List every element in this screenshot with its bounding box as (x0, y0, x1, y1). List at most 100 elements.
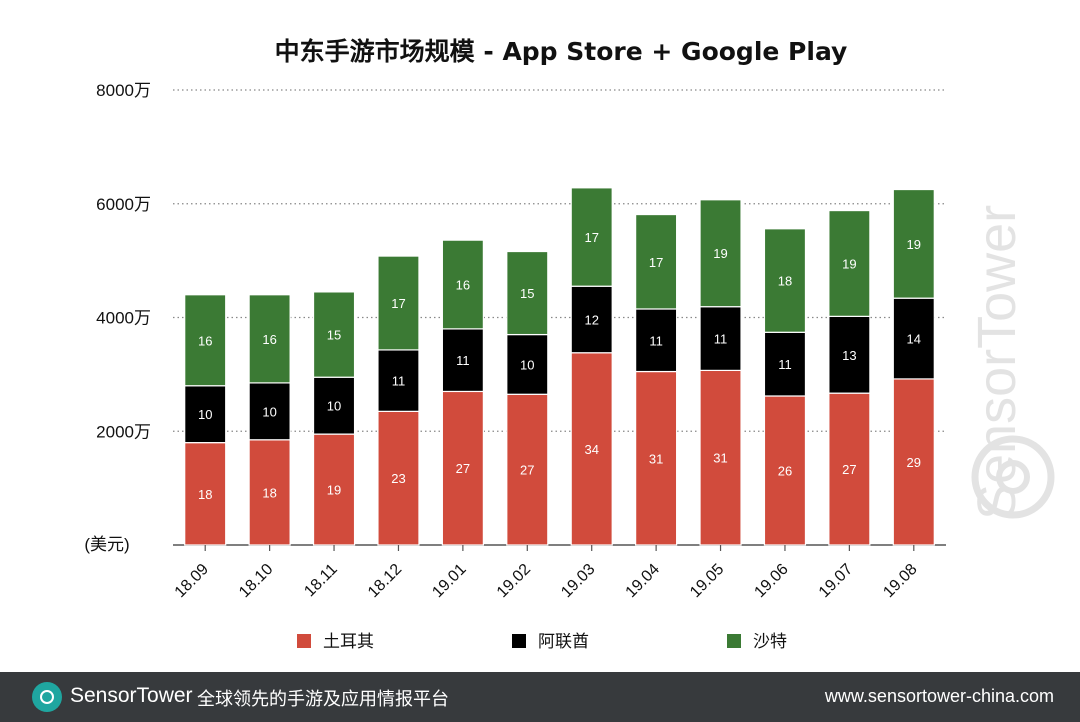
bar-segment (763, 331, 807, 397)
bar-data-label: 17 (649, 255, 663, 270)
bar-data-label: 12 (584, 312, 598, 327)
bar-segment (699, 306, 742, 371)
bar-data-label: 18 (262, 485, 276, 500)
bar-segment (506, 333, 549, 395)
bar-segment (570, 285, 613, 354)
chart-title: 中东手游市场规模 - App Store + Google Play (275, 37, 848, 66)
gridlines (173, 89, 946, 546)
bar-data-label: 19 (713, 246, 727, 261)
bar-segment (570, 187, 613, 287)
x-tick-label: 18.10 (236, 561, 276, 601)
watermark: SensorTower (967, 205, 1055, 520)
bar-segment (892, 297, 935, 380)
bar-segment (892, 378, 935, 546)
x-axis: 18.09 18.10 18.11 18.12 19.01 19.02 19.03 19.04… (172, 545, 921, 601)
bar-data-label: 27 (520, 463, 534, 478)
bar-data-label: 10 (327, 399, 341, 414)
bar-data-label: 27 (842, 462, 856, 477)
bar-segment (570, 352, 613, 546)
legend-swatch (512, 634, 526, 648)
footer-url[interactable]: www.sensortower-china.com (824, 686, 1054, 706)
bar-data-label: 11 (649, 333, 663, 348)
footer-slogan: 全球领先的手游及应用情报平台 (197, 689, 449, 710)
bar-data-label: 19 (327, 483, 341, 498)
bar-segment (184, 442, 227, 546)
legend-label: 土耳其 (323, 632, 374, 652)
bar-data-label: 11 (778, 357, 792, 372)
bar-segment (699, 369, 742, 546)
bar-segment (635, 213, 678, 310)
bar-segment (184, 294, 227, 387)
bar-data-label: 31 (713, 451, 727, 466)
bar-segment (828, 209, 871, 317)
bar-data-label: 18 (778, 274, 792, 289)
legend-label: 阿联酋 (538, 632, 589, 652)
bar-data-label: 11 (456, 353, 470, 368)
bar-segment (377, 255, 420, 351)
x-tick-label: 19.08 (880, 561, 920, 601)
bar-data-label: 27 (456, 461, 470, 476)
bar-data-label: 10 (262, 404, 276, 419)
bar-segment (248, 382, 291, 441)
bar-segment (184, 385, 227, 444)
bar-data-label: 23 (391, 471, 405, 486)
bars: 18 10 16 18 10 16 19 10 15 23 11 17 27 11 16 27 10 15 34 12… (184, 187, 935, 546)
bar-segment (635, 308, 678, 373)
y-axis: 2000万 4000万 6000万 8000万 (96, 81, 151, 441)
y-tick-label: 2000万 (96, 422, 151, 441)
footer-brand: SensorTower (70, 684, 193, 707)
bar-data-label: 19 (907, 237, 921, 252)
bar-segment (441, 239, 484, 330)
watermark-logo-inner-icon (996, 460, 1030, 494)
bar-data-label: 11 (714, 332, 728, 347)
bar-data-label: 34 (584, 442, 598, 457)
bar-data-label: 14 (907, 332, 921, 347)
x-tick-label: 18.12 (365, 561, 405, 601)
legend-label: 沙特 (753, 632, 787, 652)
x-tick-label: 19.07 (816, 561, 856, 601)
bar-data-label: 29 (907, 455, 921, 470)
bar-segment (377, 349, 420, 412)
bar-segment (506, 250, 549, 336)
legend-swatch (297, 634, 311, 648)
bar-data-label: 10 (198, 407, 212, 422)
bar-data-label: 16 (198, 333, 212, 348)
y-tick-label: 6000万 (96, 195, 151, 214)
x-tick-label: 19.06 (751, 561, 791, 601)
bar-segment (248, 294, 291, 384)
bar-segment (699, 199, 742, 308)
chart: 中东手游市场规模 - App Store + Google Play Senso… (84, 37, 1055, 652)
bar-data-label: 13 (842, 348, 856, 363)
bar-data-label: 18 (198, 487, 212, 502)
bar-data-label: 15 (520, 286, 534, 301)
x-tick-label: 19.03 (558, 561, 598, 601)
bar-data-label: 16 (262, 332, 276, 347)
bar-segment (312, 376, 356, 435)
y-tick-label: 4000万 (96, 309, 151, 328)
footer-bar: SensorTower 全球领先的手游及应用情报平台 www.sensortow… (0, 672, 1080, 722)
x-tick-label: 19.05 (687, 561, 727, 601)
x-tick-label: 18.09 (172, 561, 212, 601)
bar-data-label: 17 (391, 296, 405, 311)
x-tick-label: 18.11 (301, 561, 341, 601)
bar-segment (892, 188, 935, 299)
bar-segment (763, 228, 807, 333)
x-tick-label: 19.02 (494, 561, 534, 601)
bar-data-label: 10 (520, 357, 534, 372)
bar-data-label: 19 (842, 256, 856, 271)
bar-data-label: 15 (327, 328, 341, 343)
x-tick-label: 19.04 (623, 561, 663, 601)
bar-data-label: 11 (392, 374, 406, 389)
bar-segment (312, 291, 356, 378)
bar-segment (377, 410, 420, 546)
y-tick-label: 8000万 (96, 81, 151, 100)
y-axis-unit-label: (美元) (84, 535, 129, 554)
bar-data-label: 16 (456, 278, 470, 293)
bar-data-label: 26 (778, 463, 792, 478)
x-tick-label: 19.01 (429, 561, 469, 601)
legend-swatch (727, 634, 741, 648)
legend: 土耳其 阿联酋 沙特 (297, 632, 787, 652)
bar-data-label: 17 (584, 230, 598, 245)
sensortower-logo-icon (32, 682, 62, 712)
bar-data-label: 31 (649, 451, 663, 466)
